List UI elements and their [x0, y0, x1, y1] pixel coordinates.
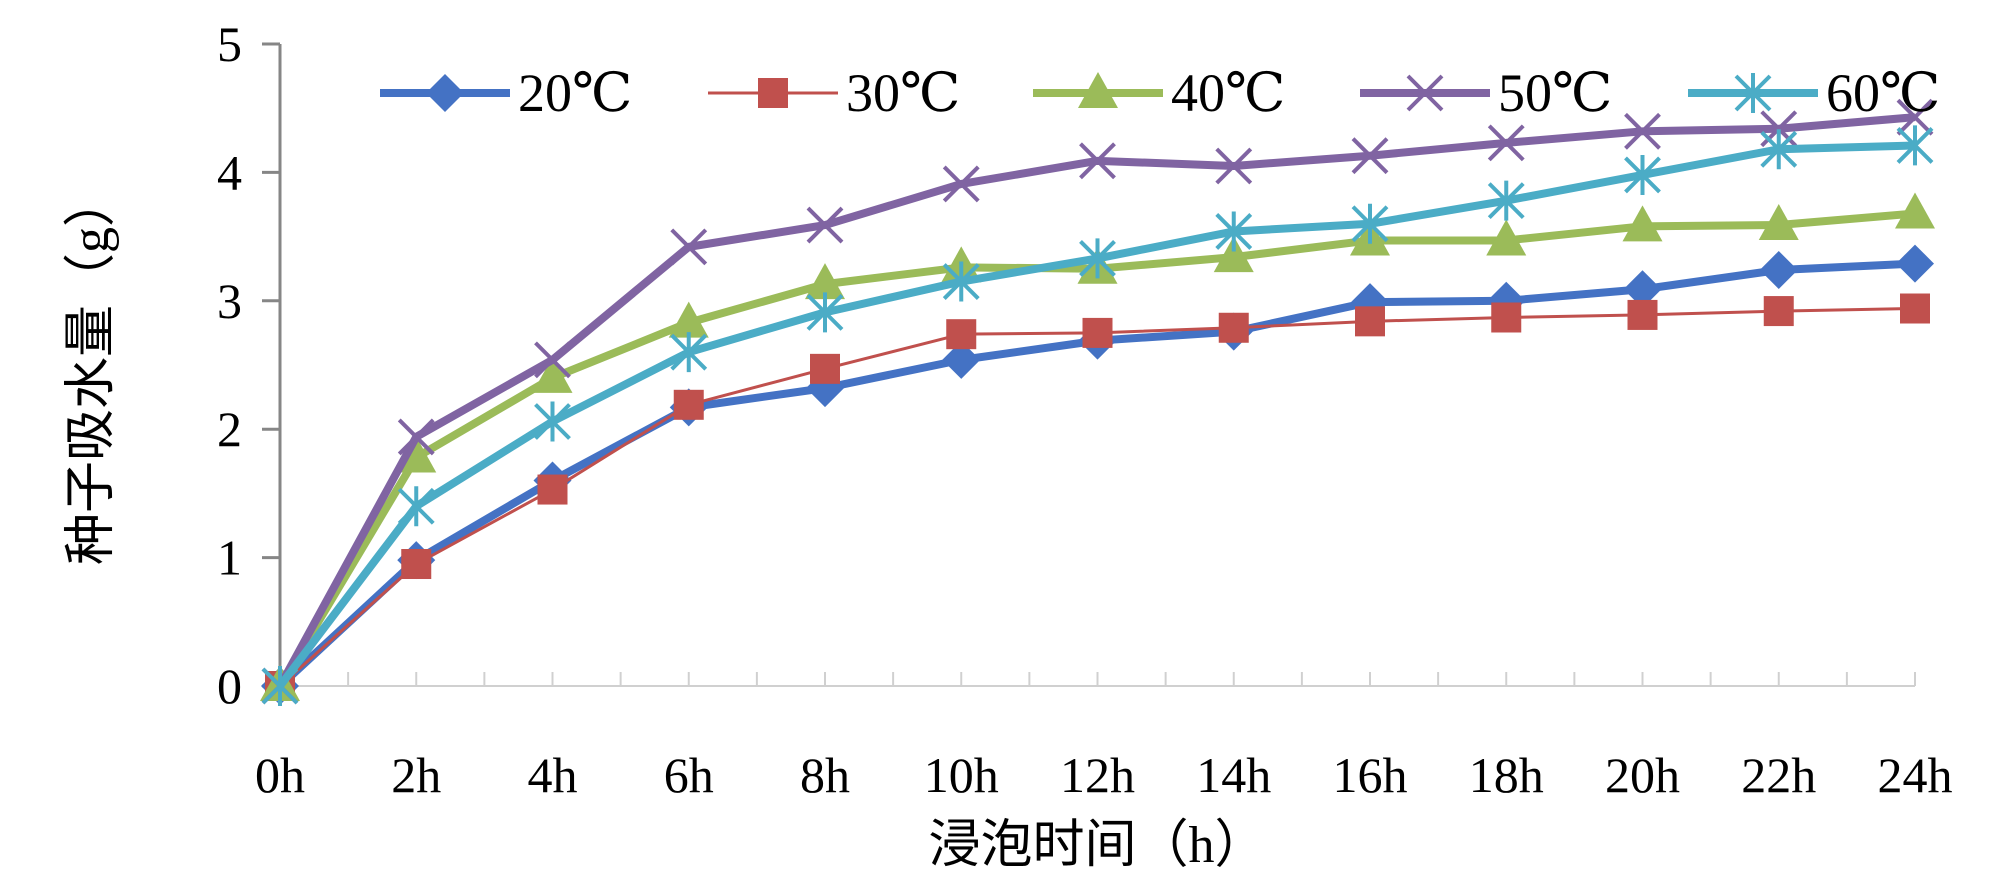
series-60c-point [397, 486, 435, 527]
series-60c [261, 125, 1934, 706]
series-60c-point [1624, 154, 1661, 195]
legend-item-20c-label: 20℃ [518, 63, 632, 123]
x-tick-label: 6h [664, 747, 714, 803]
y-tick-label: 3 [217, 273, 242, 329]
series-30c [265, 293, 1930, 701]
series-20c-point [942, 340, 981, 379]
series-40c-point [532, 356, 573, 393]
y-tick-label: 4 [217, 144, 242, 200]
series-50c-point [1624, 112, 1661, 150]
series-30c-point [1763, 296, 1794, 327]
series-30c-point [673, 389, 704, 420]
series-60c-point [1215, 211, 1253, 252]
legend-item-60c-label: 60℃ [1826, 63, 1940, 123]
series-30c-point [1900, 293, 1930, 324]
legend-item-30c-swatch-marker [758, 78, 788, 108]
legend-item-50c: 50℃ [1360, 63, 1612, 123]
x-tick-label: 12h [1060, 747, 1135, 803]
series-60c-point [1351, 203, 1389, 244]
legend-item-30c: 30℃ [708, 63, 960, 123]
series-60c-point [1760, 129, 1798, 170]
y-tick-label: 1 [217, 530, 242, 586]
series-40c-point [1758, 204, 1799, 241]
series-30c-point [1627, 299, 1658, 330]
series-60c-point [806, 292, 844, 333]
y-tick-label: 0 [217, 658, 242, 714]
series-50c-point [670, 228, 708, 266]
series-40c-point [805, 263, 845, 300]
x-tick-label: 2h [391, 747, 441, 803]
series-30c-point [946, 319, 977, 350]
series-40c-point [1213, 236, 1254, 273]
legend-item-40c-label: 40℃ [1171, 63, 1285, 123]
x-tick-label: 20h [1605, 747, 1680, 803]
series-60c-point [1896, 125, 1934, 166]
series-50c-point [806, 206, 844, 244]
legend-item-50c-swatch-marker [1406, 74, 1444, 112]
series-60c-point [534, 401, 571, 442]
series-30c-point [401, 549, 432, 580]
series-40c-point [1622, 205, 1663, 242]
series-60c-point [1079, 238, 1116, 279]
series-40c-point [1486, 219, 1527, 256]
legend-item-20c: 20℃ [380, 63, 632, 123]
series-20c-point [1623, 270, 1662, 309]
x-tick-label: 24h [1878, 747, 1953, 803]
y-axis-title: 种子吸水量（g） [63, 175, 120, 565]
series-50c-point [1487, 124, 1525, 162]
series-40c-point [668, 301, 709, 338]
series-20c-point [1896, 244, 1934, 283]
x-tick-label: 8h [800, 747, 850, 803]
series-30c-point [1218, 312, 1249, 343]
y-tick-label: 2 [217, 401, 242, 457]
axes: 0 1 2 3 4 5 0h 2h 4h 6h 8h 10h 12h 14h 16h 18h 20h 22h 24h [217, 16, 1953, 803]
series-40c-point [1895, 192, 1935, 229]
series-60c-point [942, 261, 980, 302]
legend-item-40c: 40℃ [1033, 63, 1285, 123]
x-tick-label: 0h [255, 747, 305, 803]
series-30c-point [810, 353, 840, 384]
series-30c-point [1491, 302, 1522, 333]
x-tick-label: 16h [1333, 747, 1408, 803]
series-50c-point [942, 165, 980, 203]
x-tick-label: 10h [924, 747, 999, 803]
series-60c-point [1487, 180, 1525, 221]
series-20c-point [1759, 250, 1798, 289]
y-tick-label: 5 [217, 16, 242, 72]
x-tick-label: 22h [1741, 747, 1816, 803]
series-30c-point [1082, 317, 1113, 348]
series-50c-point [397, 418, 435, 456]
legend-item-60c-swatch-marker [1734, 73, 1772, 113]
series-50c-point [534, 341, 571, 379]
series-layer [260, 98, 1935, 706]
legend-item-40c-swatch-marker [1078, 72, 1118, 108]
series-50c-point [1079, 142, 1116, 180]
series-30c-point [1355, 306, 1385, 337]
x-tick-label: 18h [1469, 747, 1544, 803]
x-tick-label: 4h [528, 747, 578, 803]
legend-item-20c-swatch-marker [426, 74, 464, 112]
series-60c-point [261, 666, 299, 706]
series-50c-point [1896, 98, 1934, 136]
legend: 20℃ 30℃ 40℃ 50℃ 60℃ [380, 63, 1940, 123]
series-50c-point [1351, 137, 1389, 175]
series-30c-point [537, 474, 568, 505]
series-60c-point [670, 332, 708, 373]
series-50c-line [276, 113, 1916, 688]
legend-item-60c: 60℃ [1688, 63, 1940, 123]
legend-item-30c-label: 30℃ [846, 63, 960, 123]
legend-item-50c-label: 50℃ [1498, 63, 1612, 123]
x-tick-label: 14h [1196, 747, 1271, 803]
series-50c-point [1215, 147, 1253, 185]
x-axis-title: 浸泡时间（h） [928, 817, 1266, 874]
